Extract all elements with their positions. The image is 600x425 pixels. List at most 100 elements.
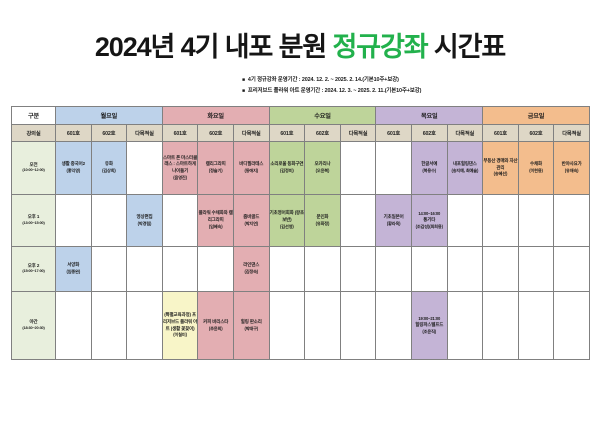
course-cell-mon-night-다목적실 [126, 290, 163, 360]
course-teacher: (임혜숙) [208, 223, 223, 229]
course-cell-tue-pm1-602호[interactable]: 플라워 수채화와 캘리그라피 (임혜숙) [197, 193, 234, 247]
course-cell-wed-am-602호[interactable]: 오카리나 (오윤복) [304, 140, 341, 195]
course-cell-wed-pm1-601호[interactable]: 기초영어회화 (왕초보반) (김선영) [268, 193, 306, 247]
course-cell-fri-pm2-다목적실 [553, 245, 590, 292]
course-cell-mon-am-602호[interactable]: 유화 (김상희) [90, 140, 128, 195]
course-teacher: (추윤희) [208, 325, 223, 331]
course-cell-fri-am-601호[interactable]: 부동산 경매와 자산관리 (송혜선) [482, 140, 519, 195]
course-cell-tue-pm1-601호 [161, 193, 199, 247]
note-text: 프리저브드 플라워 아트 운영기간 : 2024. 12. 3. ~ 2025.… [247, 87, 422, 94]
course-cell-tue-am-다목적실[interactable]: 바디필라테스 (동애지) [232, 140, 270, 195]
course-teacher: (황라옥) [386, 220, 401, 226]
course-name: (특별교육과정) 프리저브드 플라워 아트 (생활 꽃꽂이) [163, 312, 198, 331]
course-name: 힐링파스텔프드 [415, 321, 444, 327]
course-name: 유화 [104, 161, 113, 167]
header-day-fri: 금요일 [482, 105, 590, 125]
header-row-rooms: 강의실 601호 602호 다목적실 601호 602호 다목적실 601호 6… [11, 123, 590, 142]
course-cell-wed-night-다목적실 [339, 290, 377, 360]
bullet-icon: ■ [242, 77, 245, 84]
course-cell-wed-am-601호[interactable]: 소리로울 동화구연 (김정미) [268, 140, 306, 195]
row-label-time: (18:30~20:30) [22, 325, 45, 330]
course-cell-thu-night-602호[interactable]: 19:00~21:00 힐링파스텔프드 (조윤직) [410, 290, 448, 360]
course-cell-tue-pm2-다목적실[interactable]: 라인댄스 (김정숙) [232, 245, 270, 292]
course-name: 반야사요가 [561, 161, 582, 167]
header-room-thu-602: 602호 [410, 123, 448, 142]
header-room-wed-601: 601호 [268, 123, 306, 142]
row-label-text: 야간 [29, 319, 38, 325]
course-cell-tue-night-602호[interactable]: 커피 바리스타 (추윤희) [197, 290, 234, 360]
course-name: 서양화 [67, 262, 80, 268]
course-teacher: (이칠미) [173, 332, 187, 338]
course-teacher: (송지예, 최예슬) [451, 168, 479, 174]
course-cell-tue-pm2-602호 [197, 245, 234, 292]
header-room-fri-multi: 다목적실 [553, 123, 590, 142]
page-title-wrap: 2024년 4기 내포 분원 정규강좌 시간표 [0, 0, 600, 61]
course-cell-wed-night-602호 [304, 290, 341, 360]
course-cell-fri-pm1-601호 [482, 193, 519, 247]
header-day-wed: 수요일 [268, 105, 377, 125]
course-name: 바디필라테스 [239, 161, 264, 167]
header-room-mon-601: 601호 [55, 123, 92, 142]
course-cell-tue-pm1-다목적실[interactable]: 줌바골드 (박지연) [232, 193, 270, 247]
header-room-tue-601: 601호 [161, 123, 199, 142]
page-title-part2: 시간표 [427, 32, 506, 62]
course-cell-mon-pm2-602호 [90, 245, 128, 292]
course-cell-thu-am-602호[interactable]: 한글서예 (복용수) [410, 140, 448, 195]
course-cell-tue-night-601호[interactable]: (특별교육과정) 프리저브드 플라워 아트 (생활 꽃꽂이) (이칠미) [161, 290, 199, 360]
course-teacher: (홍익영) [66, 168, 81, 174]
timetable: 구분 월요일 화요일 수요일 목요일 금요일 강의실 601호 602호 다목적… [11, 105, 590, 360]
course-cell-tue-pm2-601호 [161, 245, 199, 292]
course-teacher: (음영진) [173, 174, 187, 180]
row-label-time: (15:00~17:00) [22, 269, 45, 274]
course-cell-fri-am-다목적실[interactable]: 반야사요가 (유재숙) [553, 140, 590, 195]
row-label-pm2: 오후 2 (15:00~17:00) [11, 245, 56, 292]
course-cell-wed-pm2-602호 [304, 245, 341, 292]
header-room-fri-602: 602호 [517, 123, 555, 142]
course-cell-tue-night-다목적실[interactable]: 힐링 판소리 (박태구) [232, 290, 270, 360]
course-name: 부동산 경매와 자산관리 [483, 157, 518, 170]
course-name: 한글서예 [421, 161, 438, 167]
course-cell-wed-pm2-601호 [268, 245, 306, 292]
course-cell-wed-pm1-602호[interactable]: 문인화 (유화정) [304, 193, 341, 247]
course-cell-tue-am-602호[interactable]: 캘리그라피 (정슬기) [197, 140, 234, 195]
table-row: 오전 (10:00~12:00) 생활 중국어2 (홍익영) 유화 (김상희) 스마트 … [11, 140, 590, 195]
header-room-mon-602: 602호 [90, 123, 128, 142]
header-room-fri-601: 601호 [482, 123, 519, 142]
page-title: 2024년 4기 내포 분원 정규강좌 시간표 [0, 33, 600, 61]
course-name: 기초영어회화 (왕초보반) [269, 210, 305, 223]
course-cell-thu-pm1-601호[interactable]: 기초일본어 (황라옥) [375, 193, 412, 247]
course-name: 생활 중국어2 [61, 161, 86, 167]
course-cell-wed-night-601호 [268, 290, 306, 360]
header-day-thu: 목요일 [375, 105, 484, 125]
course-cell-fri-night-601호 [482, 290, 519, 360]
timetable-body: 오전 (10:00~12:00) 생활 중국어2 (홍익영) 유화 (김상희) 스마트 … [11, 140, 590, 360]
course-name: 커피 바리스타 [203, 318, 229, 324]
table-row: 오후 1 (13:00~15:00) 영상편집 (박경림) 플라워 수채화와 캘리그… [11, 193, 590, 247]
row-label-night: 야간 (18:30~20:30) [11, 290, 56, 360]
header-room-tue-multi: 다목적실 [232, 123, 270, 142]
course-cell-mon-pm1-다목적실[interactable]: 영상편집 (박경림) [126, 193, 163, 247]
course-cell-mon-pm2-601호[interactable]: 서양화 (임종완) [55, 245, 92, 292]
course-cell-fri-am-602호[interactable]: 수채화 (이현용) [517, 140, 555, 195]
course-cell-thu-pm1-602호[interactable]: 14:00~16:00 통기타 (조갑성)(최희용) [410, 193, 448, 247]
course-name: 통기타 [423, 216, 436, 222]
course-cell-fri-pm1-다목적실 [553, 193, 590, 247]
course-cell-fri-pm2-602호 [517, 245, 555, 292]
timetable-wrap: 구분 월요일 화요일 수요일 목요일 금요일 강의실 601호 602호 다목적… [11, 105, 590, 360]
course-cell-fri-pm1-602호 [517, 193, 555, 247]
course-cell-mon-night-601호 [55, 290, 92, 360]
bullet-icon: ■ [242, 87, 245, 94]
course-teacher: (유재숙) [564, 168, 579, 174]
course-cell-mon-pm1-601호 [55, 193, 92, 247]
course-name: 내포힐링댄스 [452, 161, 477, 167]
course-cell-wed-pm2-다목적실 [339, 245, 377, 292]
course-cell-thu-pm2-601호 [375, 245, 412, 292]
course-teacher: (송혜선) [493, 171, 508, 177]
course-cell-thu-am-다목적실[interactable]: 내포힐링댄스 (송지예, 최예슬) [446, 140, 484, 195]
course-teacher: (복용수) [422, 168, 437, 174]
course-cell-tue-am-601호[interactable]: 스마트 폰 마스터클래스 : 스마트하게 나이들기 (음영진) [161, 140, 199, 195]
course-cell-mon-am-601호[interactable]: 생활 중국어2 (홍익영) [55, 140, 92, 195]
row-label-text: 오전 [29, 161, 38, 167]
notes-list: ■ 4기 정규강좌 운영기간 : 2024. 12. 2. ~ 2025. 2. … [0, 75, 600, 96]
course-teacher: (박태구) [244, 325, 259, 331]
